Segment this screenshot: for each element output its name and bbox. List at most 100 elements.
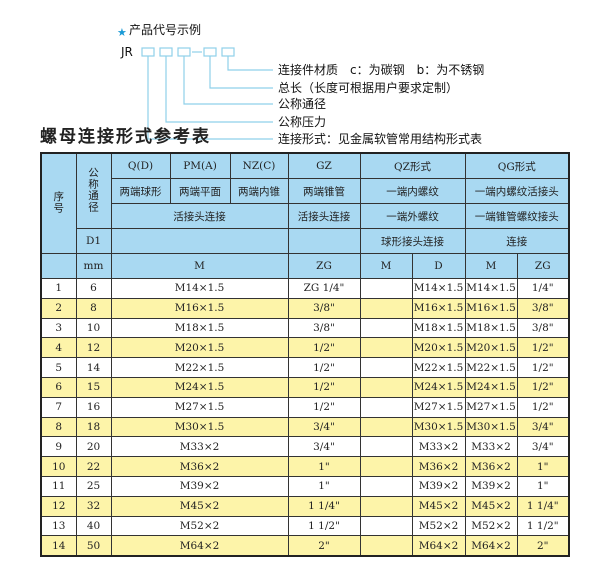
header-qg-zg: ZG bbox=[516, 253, 570, 279]
header-q-desc: 两端球形 bbox=[110, 178, 171, 204]
cell-dn: 6 bbox=[75, 278, 112, 299]
table-row: 6 15 M24×1.5 1/2" M24×1.5 M24×1.5 1/2" bbox=[40, 376, 570, 398]
table-row: 8 18 M30×1.5 3/4" M30×1.5 M30×1.5 3/4" bbox=[40, 416, 570, 438]
cell-dn: 40 bbox=[75, 515, 112, 537]
cell-m: M22×1.5 bbox=[110, 357, 289, 378]
cell-qz-d: M27×1.5 bbox=[411, 396, 466, 418]
cell-no: 5 bbox=[40, 357, 77, 378]
table-row: 12 32 M45×2 1 1/4" M45×2 M45×2 1 1/4" bbox=[40, 495, 570, 517]
cell-qz-m bbox=[359, 535, 413, 557]
header-gz-union: 活接头连接 bbox=[287, 203, 361, 229]
cell-dn: 10 bbox=[75, 317, 112, 339]
cell-qg-zg: 1/2" bbox=[516, 396, 570, 418]
cell-zg: 1/2" bbox=[287, 376, 361, 398]
cell-m: M24×1.5 bbox=[110, 376, 289, 398]
cell-qz-m bbox=[359, 297, 413, 319]
cell-qg-zg: 3/4" bbox=[516, 436, 570, 458]
cell-qz-m bbox=[359, 416, 413, 438]
table-row: 11 25 M39×2 1" M39×2 M39×2 1" bbox=[40, 475, 570, 497]
cell-m: M36×2 bbox=[110, 456, 289, 477]
label-pressure: 公称压力 bbox=[278, 115, 327, 129]
header-qz-desc2: 一端外螺纹 bbox=[359, 203, 466, 229]
cell-qg-zg: 1/2" bbox=[516, 357, 570, 378]
cell-qz-d: M24×1.5 bbox=[411, 376, 466, 398]
cell-m: M16×1.5 bbox=[110, 297, 289, 319]
cell-no: 8 bbox=[40, 416, 77, 438]
cell-qz-m bbox=[359, 357, 413, 378]
cell-qg-zg: 1 1/4" bbox=[516, 495, 570, 517]
header-gz-desc: 两端锥管 bbox=[287, 178, 361, 204]
table-row: 1 6 M14×1.5 ZG 1/4" M14×1.5 M14×1.5 1/4" bbox=[40, 278, 570, 299]
cell-qg-m: M27×1.5 bbox=[464, 396, 518, 418]
cell-qg-m: M24×1.5 bbox=[464, 376, 518, 398]
cell-m: M64×2 bbox=[110, 535, 289, 557]
cell-qg-m: M52×2 bbox=[464, 515, 518, 537]
cell-qz-d: M52×2 bbox=[411, 515, 466, 537]
table-row: 14 50 M64×2 2" M64×2 M64×2 2" bbox=[40, 535, 570, 557]
cell-dn: 18 bbox=[75, 416, 112, 438]
table-row: 7 16 M27×1.5 1/2" M27×1.5 M27×1.5 1/2" bbox=[40, 396, 570, 418]
header-qg-m: M bbox=[464, 253, 518, 279]
code-prefix: JR bbox=[121, 45, 133, 59]
table-row: 9 20 M33×2 3/4" M33×2 M33×2 3/4" bbox=[40, 436, 570, 458]
header-pm-desc: 两端平面 bbox=[169, 178, 231, 204]
cell-zg: 1" bbox=[287, 456, 361, 477]
label-diameter: 公称通径 bbox=[278, 97, 327, 111]
cell-zg: ZG 1/4" bbox=[287, 278, 361, 299]
header-qz-d: D bbox=[411, 253, 466, 279]
table-row: 13 40 M52×2 1 1/2" M52×2 M52×2 1 1/2" bbox=[40, 515, 570, 537]
header-union: 活接头连接 bbox=[110, 203, 289, 229]
cell-no: 11 bbox=[40, 475, 77, 497]
cell-dn: 32 bbox=[75, 495, 112, 517]
cell-qz-m bbox=[359, 456, 413, 477]
product-code-diagram: ★ bbox=[117, 26, 273, 140]
cell-zg: 1/2" bbox=[287, 337, 361, 359]
header-qg-desc2: 一端锥管螺纹接头 bbox=[464, 203, 570, 229]
cell-qg-m: M45×2 bbox=[464, 495, 518, 517]
header-gz: GZ bbox=[287, 152, 361, 179]
cell-zg: 3/4" bbox=[287, 436, 361, 458]
cell-qg-m: M22×1.5 bbox=[464, 357, 518, 378]
table-row: 5 14 M22×1.5 1/2" M22×1.5 M22×1.5 1/2" bbox=[40, 357, 570, 378]
label-length: 总长（长度可根据用户要求定制） bbox=[278, 81, 459, 95]
cell-m: M45×2 bbox=[110, 495, 289, 517]
cell-dn: 25 bbox=[75, 475, 112, 497]
cell-dn: 8 bbox=[75, 297, 112, 319]
cell-zg: 2" bbox=[287, 535, 361, 557]
header-qg: QG形式 bbox=[464, 152, 570, 179]
cell-zg: 1/2" bbox=[287, 357, 361, 378]
cell-no: 10 bbox=[40, 456, 77, 477]
header-empty bbox=[287, 228, 361, 254]
cell-qz-m bbox=[359, 376, 413, 398]
cell-no: 2 bbox=[40, 297, 77, 319]
header-nz: NZ(C) bbox=[229, 152, 289, 179]
cell-no: 12 bbox=[40, 495, 77, 517]
cell-qg-m: M39×2 bbox=[464, 475, 518, 497]
cell-m: M27×1.5 bbox=[110, 396, 289, 418]
cell-qz-m bbox=[359, 475, 413, 497]
cell-m: M14×1.5 bbox=[110, 278, 289, 299]
cell-qg-m: M14×1.5 bbox=[464, 278, 518, 299]
cell-qg-m: M33×2 bbox=[464, 436, 518, 458]
cell-no: 1 bbox=[40, 278, 77, 299]
cell-qg-zg: 1" bbox=[516, 456, 570, 477]
table-row: 4 12 M20×1.5 1/2" M20×1.5 M20×1.5 1/2" bbox=[40, 337, 570, 359]
cell-no: 3 bbox=[40, 317, 77, 339]
cell-dn: 20 bbox=[75, 436, 112, 458]
cell-qg-m: M20×1.5 bbox=[464, 337, 518, 359]
cell-qg-m: M16×1.5 bbox=[464, 297, 518, 319]
cell-qz-d: M22×1.5 bbox=[411, 357, 466, 378]
cell-qz-d: M33×2 bbox=[411, 436, 466, 458]
cell-qz-m bbox=[359, 495, 413, 517]
cell-qg-zg: 3/8" bbox=[516, 297, 570, 319]
header-mm: mm bbox=[75, 253, 112, 279]
cell-qz-d: M18×1.5 bbox=[411, 317, 466, 339]
cell-no: 4 bbox=[40, 337, 77, 359]
cell-zg: 1 1/2" bbox=[287, 515, 361, 537]
header-qg-desc1: 一端内螺纹活接头 bbox=[464, 178, 570, 204]
cell-no: 14 bbox=[40, 535, 77, 557]
cell-m: M52×2 bbox=[110, 515, 289, 537]
cell-dn: 50 bbox=[75, 535, 112, 557]
cell-no: 7 bbox=[40, 396, 77, 418]
cell-qz-d: M16×1.5 bbox=[411, 297, 466, 319]
